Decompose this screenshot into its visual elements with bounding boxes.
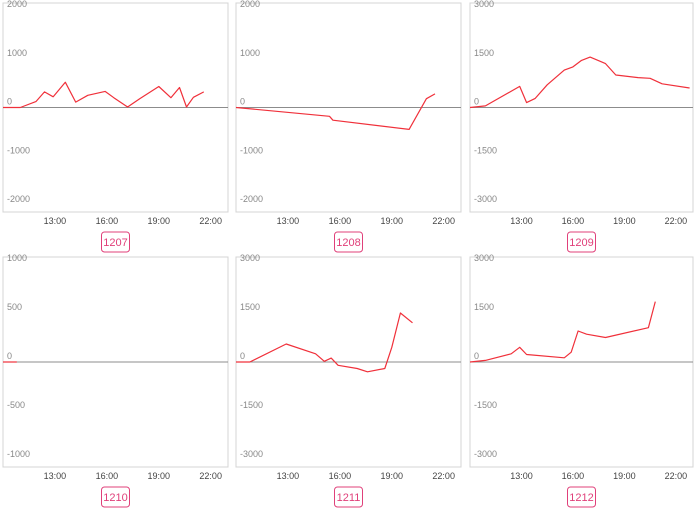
badge-label: 1207 — [103, 237, 127, 249]
contract-badge: 1210 — [101, 486, 130, 508]
badge-label: 1212 — [569, 492, 593, 504]
badge-box — [101, 231, 130, 253]
x-tick-label: 13:00 — [44, 471, 67, 481]
x-tick-label: 22:00 — [199, 216, 222, 226]
y-tick-label: 3000 — [474, 0, 494, 9]
x-tick-label: 22:00 — [432, 471, 455, 481]
chart-panel-1207: 2000 1000 0 -1000 -2000 13:00 16:00 19:00 22:00 1… — [2, 0, 229, 253]
y-tick-label: 500 — [7, 302, 22, 312]
chart-panel-1208: 2000 1000 0 -1000 -2000 13:00 16:00 19:00 22:00 1… — [235, 0, 462, 253]
chart-panel-1210: 1000 500 0 -500 -1000 13:00 16:00 19:00 22:00 121… — [2, 253, 229, 508]
y-tick-label: 3000 — [474, 253, 494, 263]
y-tick-label: 1500 — [474, 48, 494, 58]
y-tick-label: -1500 — [240, 400, 263, 410]
series-line — [469, 56, 690, 109]
y-tick-label: 2000 — [7, 0, 27, 9]
y-tick-label: -3000 — [474, 194, 497, 204]
x-tick-label: 16:00 — [562, 216, 585, 226]
y-tick-label: 1500 — [240, 302, 260, 312]
x-tick-label: 19:00 — [613, 216, 636, 226]
contract-badge: 1211 — [334, 486, 363, 508]
badge-box — [334, 486, 363, 508]
x-tick-label: 19:00 — [381, 216, 404, 226]
y-tick-label: -1000 — [240, 145, 263, 155]
y-tick-label: 2000 — [240, 0, 260, 9]
y-tick-label: -1000 — [7, 449, 30, 459]
x-tick-label: 13:00 — [510, 471, 533, 481]
badge-box — [101, 486, 130, 508]
x-tick-label: 13:00 — [510, 216, 533, 226]
badge-label: 1208 — [336, 237, 360, 249]
y-tick-label: 0 — [7, 351, 12, 361]
badge-label: 1209 — [569, 237, 593, 249]
x-tick-label: 13:00 — [277, 471, 300, 481]
x-tick-label: 16:00 — [562, 471, 585, 481]
y-tick-label: -1500 — [474, 400, 497, 410]
chart-panel-1212: 3000 1500 0 -1500 -3000 13:00 16:00 19:00 22:00 1… — [469, 253, 694, 508]
x-tick-label: 16:00 — [96, 471, 119, 481]
series-line — [469, 301, 656, 363]
x-tick-label: 22:00 — [432, 216, 455, 226]
y-tick-label: 0 — [7, 97, 12, 107]
badge-box — [567, 231, 596, 253]
y-tick-label: 0 — [474, 351, 479, 361]
x-tick-label: 13:00 — [44, 216, 67, 226]
y-tick-label: -500 — [7, 400, 25, 410]
x-tick-label: 19:00 — [148, 471, 171, 481]
series-line — [236, 312, 413, 373]
x-tick-label: 22:00 — [665, 216, 688, 226]
x-tick-label: 16:00 — [329, 471, 352, 481]
y-tick-label: -2000 — [240, 194, 263, 204]
x-tick-label: 19:00 — [148, 216, 171, 226]
badge-box — [567, 486, 596, 508]
y-tick-label: -1500 — [474, 145, 497, 155]
y-tick-label: -3000 — [240, 449, 263, 459]
badge-box — [334, 231, 363, 253]
y-tick-label: -3000 — [474, 449, 497, 459]
y-tick-label: 0 — [474, 97, 479, 107]
series-line — [3, 81, 205, 109]
x-tick-label: 16:00 — [96, 216, 119, 226]
y-tick-label: -1000 — [7, 145, 30, 155]
x-tick-label: 19:00 — [613, 471, 636, 481]
contract-badge: 1207 — [101, 231, 130, 253]
badge-label: 1211 — [337, 492, 361, 504]
x-tick-label: 13:00 — [277, 216, 300, 226]
y-tick-label: 1000 — [7, 48, 27, 58]
y-tick-label: 3000 — [240, 253, 260, 263]
contract-badge: 1209 — [567, 231, 596, 253]
series-line — [235, 93, 436, 130]
contract-badge: 1208 — [334, 231, 363, 253]
x-tick-label: 16:00 — [329, 216, 352, 226]
y-tick-label: -2000 — [7, 194, 30, 204]
x-tick-label: 22:00 — [199, 471, 222, 481]
y-tick-label: 0 — [240, 97, 245, 107]
x-tick-label: 19:00 — [381, 471, 404, 481]
chart-panel-1211: 3000 1500 0 -1500 -3000 13:00 16:00 19:00 22:00 1… — [235, 253, 462, 508]
x-tick-label: 22:00 — [665, 471, 688, 481]
contract-badge: 1212 — [567, 486, 596, 508]
chart-panel-1209: 3000 1500 0 -1500 -3000 13:00 16:00 19:00 22:00 1… — [469, 0, 694, 253]
y-tick-label: 1000 — [7, 253, 27, 263]
y-tick-label: 1500 — [474, 302, 494, 312]
badge-label: 1210 — [103, 492, 127, 504]
y-tick-label: 0 — [240, 351, 245, 361]
y-tick-label: 1000 — [240, 48, 260, 58]
